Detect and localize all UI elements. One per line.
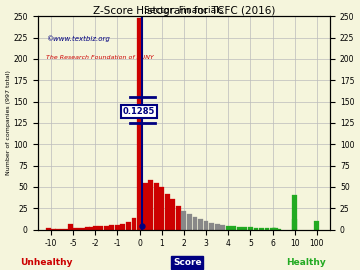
Bar bbox=[193, 217, 197, 229]
Bar bbox=[187, 214, 192, 230]
Bar bbox=[98, 226, 103, 229]
Bar bbox=[242, 227, 247, 230]
Text: Healthy: Healthy bbox=[286, 258, 326, 267]
Bar bbox=[253, 228, 258, 230]
Bar bbox=[131, 218, 136, 230]
Text: Score: Score bbox=[173, 258, 202, 267]
Bar bbox=[265, 228, 270, 230]
Bar bbox=[315, 221, 319, 230]
Text: Unhealthy: Unhealthy bbox=[21, 258, 73, 267]
Bar bbox=[292, 219, 297, 230]
Bar bbox=[220, 225, 225, 229]
Bar bbox=[231, 226, 236, 229]
Bar bbox=[248, 227, 253, 230]
Bar bbox=[59, 229, 64, 230]
Bar bbox=[271, 228, 276, 230]
Bar bbox=[93, 226, 98, 229]
Bar bbox=[46, 228, 51, 230]
Bar bbox=[89, 227, 94, 230]
Text: Sector: Financials: Sector: Financials bbox=[144, 6, 224, 15]
Bar bbox=[137, 18, 142, 229]
Bar bbox=[226, 226, 231, 229]
Bar bbox=[109, 225, 114, 229]
Bar bbox=[159, 187, 164, 230]
Bar bbox=[292, 195, 297, 230]
Bar bbox=[176, 206, 181, 230]
Title: Z-Score Histogram for TCFC (2016): Z-Score Histogram for TCFC (2016) bbox=[93, 6, 275, 16]
Bar bbox=[104, 226, 109, 229]
Bar bbox=[81, 228, 86, 230]
Bar bbox=[143, 183, 148, 230]
Bar bbox=[237, 227, 242, 230]
Bar bbox=[198, 219, 203, 230]
Text: The Research Foundation of SUNY: The Research Foundation of SUNY bbox=[46, 55, 154, 60]
Bar bbox=[165, 194, 170, 230]
Bar bbox=[259, 228, 264, 230]
Bar bbox=[273, 228, 278, 230]
Bar bbox=[154, 183, 159, 230]
Bar bbox=[121, 224, 125, 230]
Bar bbox=[209, 223, 214, 230]
Bar bbox=[64, 229, 69, 230]
Y-axis label: Number of companies (997 total): Number of companies (997 total) bbox=[5, 70, 10, 176]
Bar bbox=[115, 225, 120, 229]
Bar bbox=[68, 224, 73, 230]
Text: 0.1285: 0.1285 bbox=[123, 107, 155, 116]
Bar bbox=[77, 228, 81, 230]
Bar bbox=[51, 229, 55, 230]
Text: ©www.textbiz.org: ©www.textbiz.org bbox=[46, 36, 110, 42]
Bar bbox=[204, 221, 208, 230]
Bar bbox=[270, 228, 275, 230]
Bar bbox=[170, 199, 175, 230]
Bar bbox=[276, 229, 280, 230]
Bar bbox=[72, 228, 77, 230]
Bar bbox=[85, 227, 90, 230]
Bar bbox=[215, 224, 220, 230]
Bar bbox=[181, 211, 186, 230]
Bar bbox=[126, 222, 131, 230]
Bar bbox=[148, 180, 153, 230]
Bar bbox=[55, 229, 60, 230]
